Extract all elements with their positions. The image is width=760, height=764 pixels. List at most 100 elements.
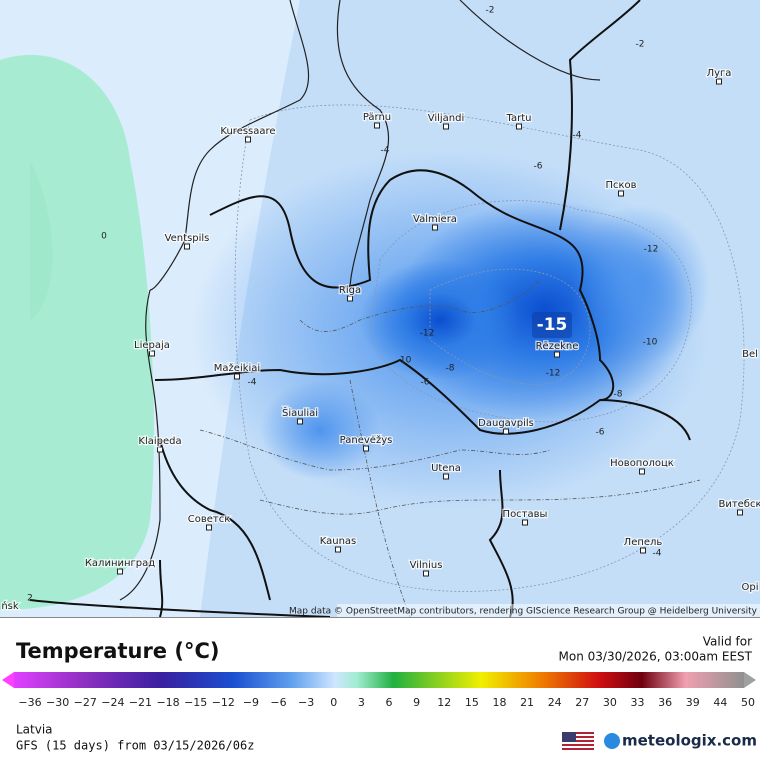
colorbar-tick-label: −30 [46, 696, 69, 709]
city-label: Valmiera [413, 214, 457, 225]
city-label: Поставы [503, 509, 548, 520]
city-label: Ventspils [165, 233, 210, 244]
contour-labels: -2 -2 -4 -4 -6 0 -12 -12 -10 -10 -8 -6 -4 -12 -8 -6 2 -4 [27, 6, 662, 604]
city-label: Калининград [85, 558, 155, 569]
max-label-box [532, 312, 572, 338]
colorbar-tick-label: −27 [74, 696, 97, 709]
city-marker [516, 123, 522, 130]
city-label: Vilnius [410, 560, 443, 571]
city-marker [554, 351, 560, 358]
city-marker [737, 509, 743, 516]
colorbar-tick-label: −12 [212, 696, 235, 709]
city-marker [522, 519, 528, 526]
attribution-bg [337, 604, 760, 617]
city-marker [640, 547, 646, 554]
city-marker [347, 295, 353, 302]
city-label: Pärnu [363, 112, 391, 123]
colorbar-ticks: −36 −30 −27 −24 −21 −18 −15 −12 −9 −6 −3 0 3 6 9 12 15 18… [18, 696, 755, 709]
city-label: Tartu [506, 113, 532, 124]
city-label: Новополоцк [610, 458, 674, 469]
colorbar-tick-label: −9 [243, 696, 259, 709]
contour-label: -4 [653, 549, 662, 559]
city-marker [234, 373, 240, 380]
city-label: Panevėžys [340, 434, 393, 446]
colorbar-tick-label: 27 [575, 696, 589, 709]
city-labels: Kuressaare Pärnu Viljandi Tartu Луга Псков Ven… [0, 67, 760, 614]
colorbar-tick-label: 21 [520, 696, 534, 709]
city-marker [618, 190, 624, 197]
contour-label: 0 [101, 232, 107, 242]
colorbar-tick-label: 44 [713, 696, 727, 709]
city-marker [335, 546, 341, 553]
colorbar-tick-label: 0 [330, 696, 337, 709]
city-marker [639, 468, 645, 475]
city-label: Liepaja [134, 340, 170, 351]
colorbar-tick-label: −18 [156, 696, 179, 709]
contour-label: -4 [573, 131, 582, 141]
colorbar-tick-label: 36 [658, 696, 672, 709]
colorbar-tick-label: −36 [18, 696, 41, 709]
city-label: Советск [188, 514, 231, 525]
city-label: Šiauliai [282, 406, 318, 419]
colorbar-tick-label: −21 [129, 696, 152, 709]
valid-for: Valid for [703, 635, 752, 649]
city-marker [149, 350, 155, 357]
contour-label: -6 [596, 428, 605, 438]
contour-label: -4 [248, 378, 257, 388]
city-label: Лепель [624, 537, 663, 548]
city-label: Mažeikiai [214, 362, 260, 374]
city-label: Витебск [718, 499, 760, 510]
valid-time: Mon 03/30/2026, 03:00am EEST [559, 650, 753, 664]
colorbar-tick-label: −24 [101, 696, 124, 709]
city-label: Псков [605, 180, 636, 191]
city-marker [423, 570, 429, 577]
colorbar-tick-label: −3 [298, 696, 314, 709]
colorbar-tick-label: 12 [437, 696, 451, 709]
city-marker [716, 78, 722, 85]
city-label: Rēzekne [536, 341, 579, 352]
city-label: Riga [339, 285, 361, 296]
city-marker [432, 224, 438, 231]
colorbar-tick-label: 9 [413, 696, 420, 709]
max-label: -15 [537, 315, 568, 335]
city-marker [157, 446, 163, 453]
attribution: Map data © OpenStreetMap contributors, r… [289, 607, 758, 617]
map [0, 0, 760, 618]
contour-label: -4 [381, 146, 390, 156]
colorbar-tick-label: −15 [184, 696, 207, 709]
colorbar-arrow [744, 672, 756, 688]
city-label: Viljandi [428, 113, 465, 124]
colorbar-tick-label: 30 [603, 696, 617, 709]
city-label: Utena [431, 463, 461, 474]
contour-label: -2 [636, 40, 645, 50]
contour-label: -8 [614, 390, 623, 400]
legend-title: Temperature (°C) [16, 639, 219, 663]
contour-label: -8 [446, 364, 455, 374]
colorbar-tick-label: 6 [386, 696, 393, 709]
contour-label: -6 [421, 378, 430, 388]
city-label: ńsk [1, 600, 19, 612]
contour-label: -2 [486, 6, 495, 16]
city-marker [297, 418, 303, 425]
contour-label: -10 [643, 338, 658, 348]
city-marker [117, 568, 123, 575]
city-label: Kaunas [320, 536, 357, 547]
contour-label: -10 [397, 356, 412, 366]
colorbar-tick-label: 24 [548, 696, 562, 709]
city-label: Daugavpils [478, 418, 534, 429]
colorbar-tick-label: 3 [358, 696, 365, 709]
city-marker [374, 122, 380, 129]
city-marker [503, 428, 509, 435]
flag [562, 732, 594, 750]
city-label: Klaipeda [138, 436, 181, 447]
model-run: GFS (15 days) from 03/15/2026/06z [16, 739, 254, 753]
contour-label: 2 [27, 594, 33, 604]
colorbar-tick-label: 50 [741, 696, 755, 709]
city-label: Bel [742, 349, 758, 360]
city-marker [206, 524, 212, 531]
city-marker [443, 473, 449, 480]
colorbar-tick-label: 33 [631, 696, 645, 709]
contour-label: -12 [546, 369, 561, 379]
logo-icon [604, 733, 620, 749]
